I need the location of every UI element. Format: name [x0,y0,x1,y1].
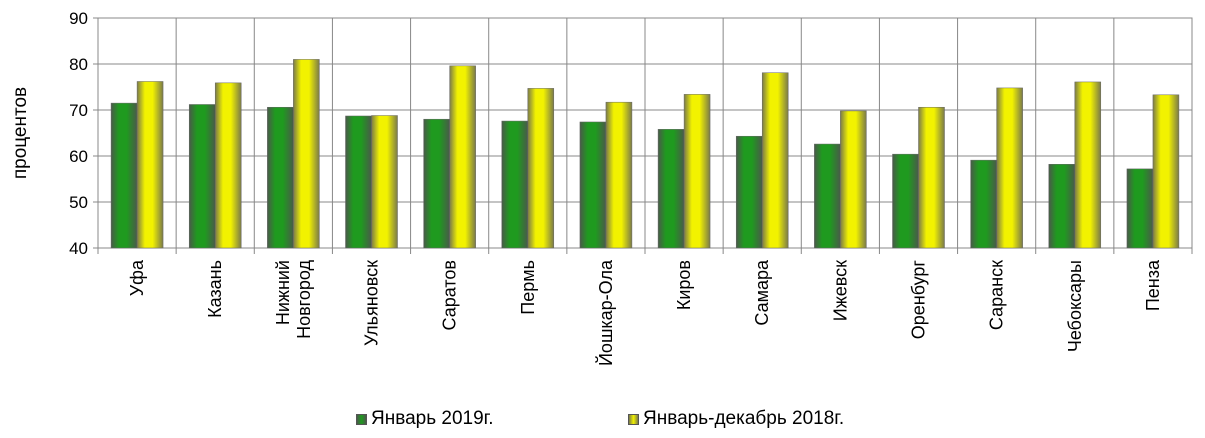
legend-item-series-1: Январь 2019г. [356,408,494,430]
bar-series-1-5 [423,118,450,249]
x-tick-label: Оренбург [909,260,929,340]
x-tick-label: Пермь [518,260,538,315]
bar-series-2-1 [136,81,164,249]
bar-series-2-10 [840,110,867,249]
legend-label-series-2: Январь-декабрь 2018г. [643,408,845,429]
y-tick-label: 70 [69,101,88,120]
bar-series-1-12 [970,159,997,249]
legend-label-series-1: Январь 2019г. [371,408,494,429]
bar-series-1-3 [267,106,294,249]
x-tick-label: Самара [752,259,772,326]
y-axis-title: процентов [10,87,31,179]
y-tick-label: 80 [69,55,88,74]
bar-series-1-9 [735,135,763,249]
bar-series-2-8 [683,94,711,249]
bar-series-1-2 [188,104,216,249]
legend-swatch-series-1 [356,413,367,425]
x-tick-label: Чебоксары [1065,260,1085,352]
bar-chart: 40 50 60 70 80 90 процентов Уфа Казань Нижний Новг… [10,9,1193,366]
bar-series-2-2 [214,82,242,249]
x-tick-label: Йошкар-Ола [595,259,616,366]
bar-series-1-1 [110,102,138,249]
bar-series-2-3 [293,59,320,249]
bar-series-1-6 [501,120,529,249]
bar-series-2-4 [371,115,398,249]
legend-swatch-series-2 [628,413,639,425]
bar-series-1-8 [657,129,685,249]
x-tick-label: Новгород [294,260,314,339]
bar-series-2-5 [449,65,476,249]
y-tick-label: 60 [69,147,88,166]
x-tick-label: Киров [674,260,694,310]
x-tick-label: Саратов [440,260,460,330]
y-tick-label: 50 [69,193,88,212]
x-tick-label: Уфа [127,259,147,296]
bar-series-2-14 [1152,94,1180,249]
bar-series-1-13 [1048,164,1076,249]
bar-series-2-7 [605,101,633,249]
x-tick-label: Саранск [987,260,1007,330]
bar-series-1-10 [814,143,841,249]
legend-item-series-2: Январь-декабрь 2018г. [628,408,844,430]
x-tick-label: Нижний [273,260,293,325]
bar-series-2-6 [527,88,555,249]
x-tick-label: Ижевск [830,260,850,321]
bar-series-1-11 [892,153,919,249]
legend: Январь 2019г. Январь-декабрь 2018г. [0,408,1205,432]
bar-series-2-13 [1074,81,1102,249]
x-tick-label: Ульяновск [362,260,382,346]
x-tick-label: Пенза [1143,259,1163,311]
bar-series-2-11 [918,106,945,249]
bar-series-1-7 [579,121,607,249]
bar-series-1-4 [345,115,372,249]
y-tick-label: 40 [69,239,88,258]
bar-series-2-9 [761,72,789,249]
bar-series-1-14 [1126,168,1154,249]
y-tick-label: 90 [69,9,88,28]
bar-series-2-12 [996,87,1023,249]
x-tick-label: Казань [205,260,225,318]
